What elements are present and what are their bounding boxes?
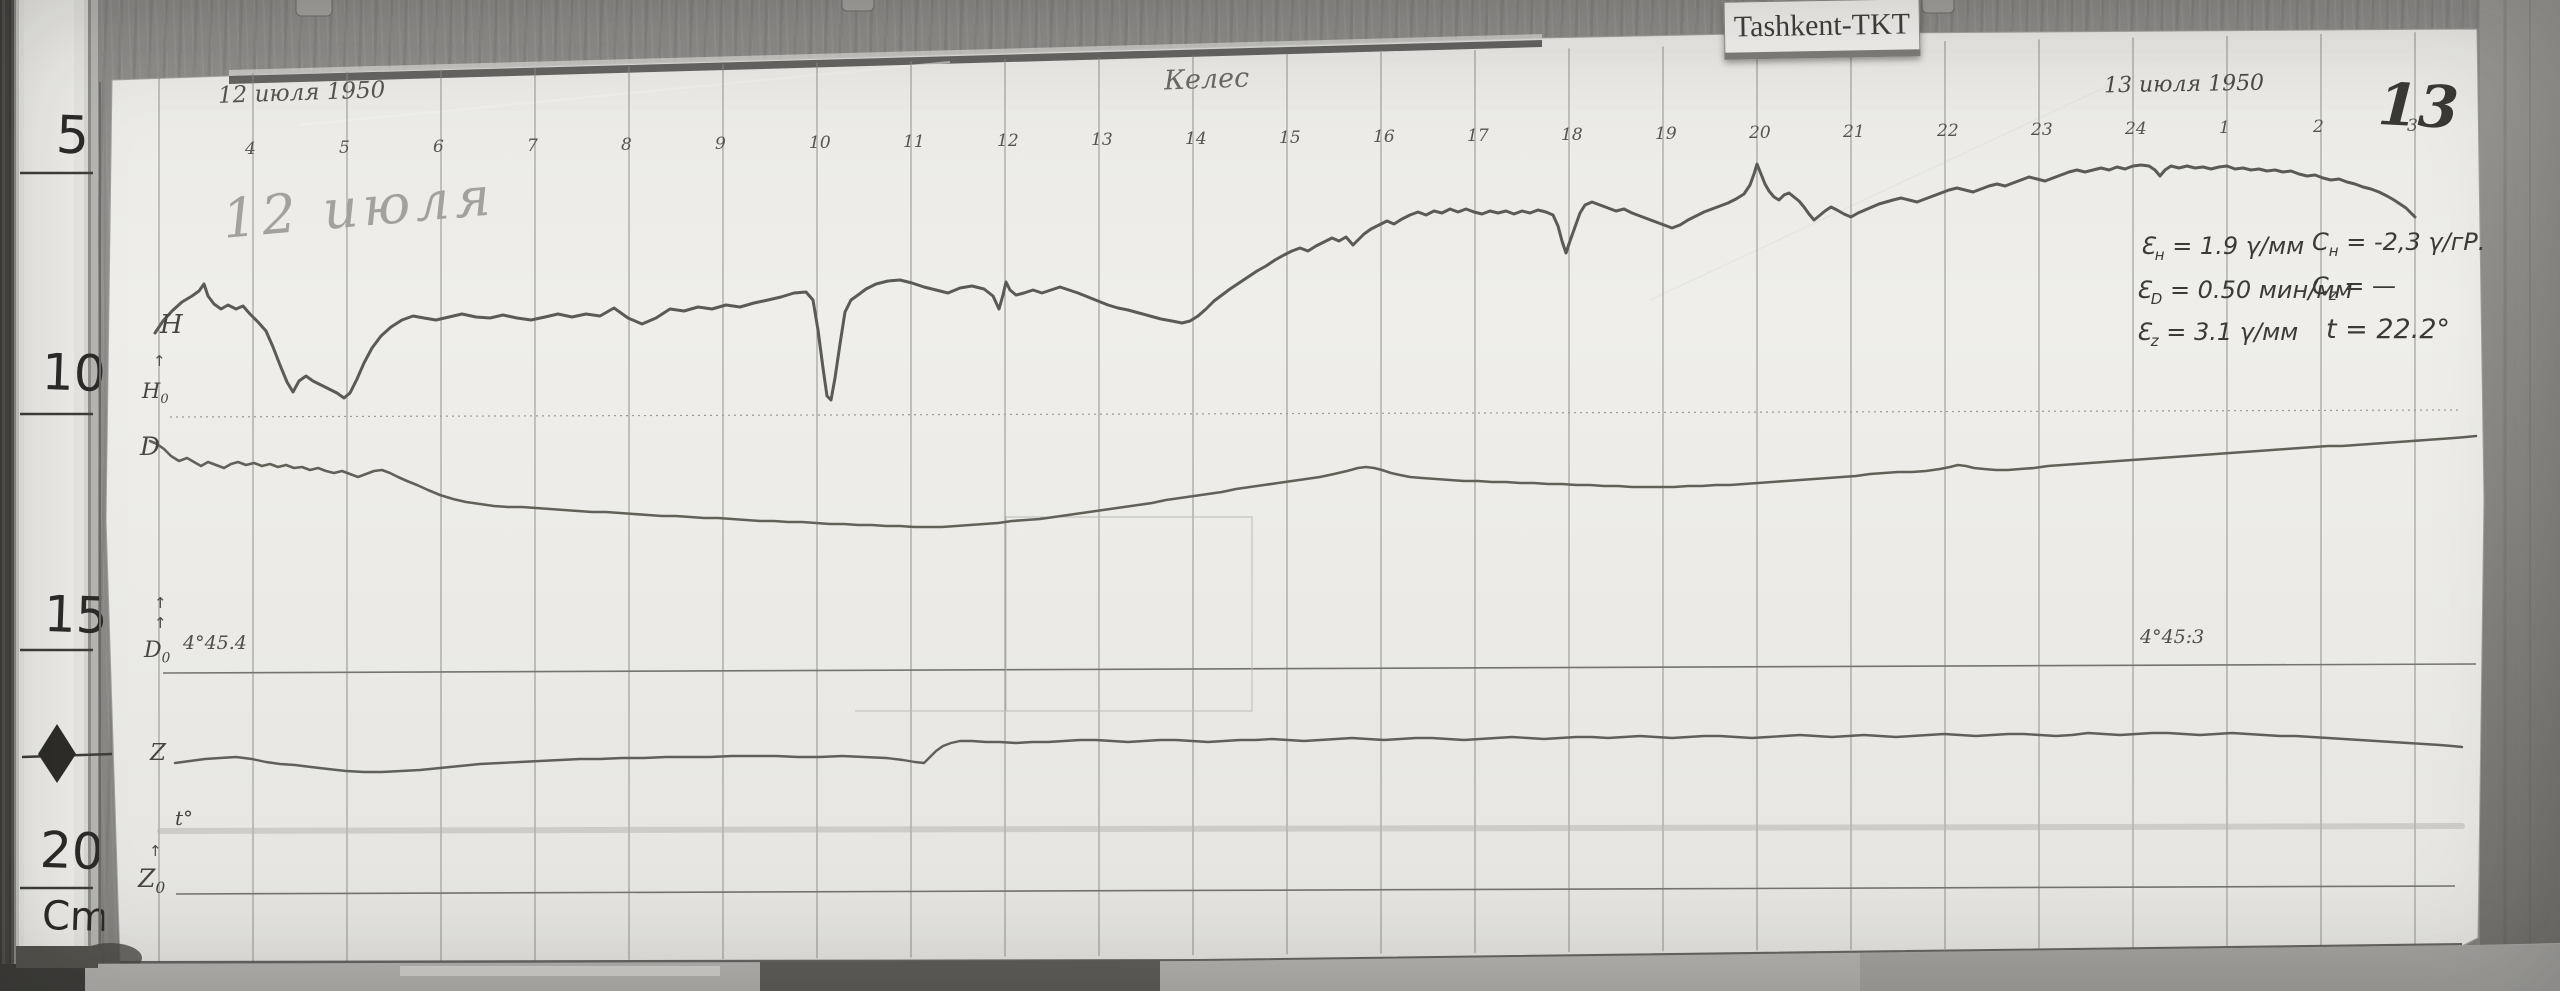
date-annotation-12-july: 12 июля 1950 — [217, 77, 386, 109]
hour-label-21: 21 — [1843, 122, 1865, 143]
paper-top-edge-highlight — [229, 34, 1542, 76]
scale-note-epsD: ƐD = 0.50 мин/мм — [2136, 276, 2353, 308]
hour-grid — [158, 32, 2416, 964]
trace-D — [148, 434, 2478, 529]
up-arrow-mark: ↑ — [154, 594, 167, 612]
declination-value-left: 4°45.4 — [183, 632, 247, 654]
hour-label-23: 23 — [2031, 120, 2053, 141]
faint-marks — [855, 516, 1253, 712]
ruler-marks — [20, 171, 113, 890]
table-edge-dark-left — [0, 964, 85, 991]
trace-label-D: D — [140, 432, 161, 461]
station-label-card: Tashkent-TKT — [1723, 0, 1921, 60]
date-annotation-13-july: 13 июля 1950 — [2103, 70, 2265, 99]
traces — [148, 162, 2478, 834]
table-edge-light-sliver — [400, 966, 720, 976]
trace-Z — [173, 731, 2464, 774]
paper-clip — [295, 0, 333, 17]
hour-label-5: 5 — [339, 138, 350, 158]
paper-crease — [299, 61, 951, 126]
hour-label-4: 4 — [245, 139, 256, 159]
hour-label-16: 16 — [1373, 127, 1395, 148]
ruler-marker-diamond — [38, 724, 76, 783]
hour-label-9: 9 — [715, 134, 726, 155]
scale-note-epsH: Ɛн = 1.9 γ/мм — [2140, 232, 2305, 264]
pencil-date-annotation: 12 июля — [219, 164, 498, 251]
scale-note-CH: Сн = -2,3 γ/гР. — [2312, 228, 2486, 260]
hour-label-20: 20 — [1749, 123, 1771, 144]
paper-clip — [1921, 0, 1955, 14]
trace-label-H0: H0 — [142, 379, 169, 408]
hour-label-6: 6 — [433, 137, 444, 158]
wood-table-left-edge — [0, 0, 16, 991]
ruler-bottom-shadow — [16, 946, 98, 968]
hour-label-18: 18 — [1561, 125, 1583, 146]
trace-T — [157, 823, 2465, 834]
hour-label-13: 13 — [1091, 130, 1113, 151]
baseline-H0 — [169, 409, 2461, 418]
wood-table-right-edge — [2480, 0, 2560, 991]
trace-H — [153, 162, 2417, 402]
station-name-keles: Келес — [1163, 62, 1250, 97]
baseline-D0 — [162, 663, 2477, 674]
paper-top-edge-shadow — [229, 40, 1542, 84]
table-edge-dark-band — [760, 960, 1160, 991]
trace-label-Z: Z — [150, 740, 166, 766]
hour-label-1: 1 — [2219, 118, 2230, 139]
table-edge-shade — [1860, 944, 2560, 991]
trace-label-H: H — [160, 310, 183, 340]
sheet-number: 13 — [2376, 69, 2461, 143]
hour-label-11: 11 — [903, 132, 925, 153]
scale-note-epsZ: Ɛz = 3.1 γ/мм — [2136, 318, 2299, 350]
hour-label-2: 2 — [2313, 117, 2324, 138]
hour-label-8: 8 — [621, 135, 632, 156]
scale-note-CZ: Сz = — — [2312, 272, 2397, 304]
up-arrow-mark: ↑ — [153, 352, 166, 370]
hour-label-15: 15 — [1279, 128, 1301, 149]
hour-label-14: 14 — [1185, 129, 1207, 150]
station-label-text: Tashkent-TKT — [1733, 7, 1911, 44]
hour-label-3: 3 — [2407, 116, 2418, 137]
baseline-Z0 — [175, 885, 2456, 895]
declination-value-right: 4°45:3 — [2140, 626, 2205, 648]
paper-crease — [1649, 84, 2111, 301]
paper-clip — [841, 0, 875, 12]
hour-label-7: 7 — [527, 136, 538, 157]
trace-label-Z0: Z0 — [138, 864, 166, 897]
scale-note-temperature: t = 22.2° — [2326, 314, 2450, 345]
hour-label-17: 17 — [1467, 126, 1489, 147]
faint-box-imprint — [1005, 516, 1253, 712]
cm-ruler: 5 10 15 20 Cm — [14, 0, 110, 974]
trace-label-t°: t° — [175, 806, 194, 830]
hour-label-10: 10 — [809, 133, 831, 154]
hour-label-24: 24 — [2125, 119, 2147, 140]
hour-label-22: 22 — [1937, 121, 1959, 142]
up-arrow-mark: ↑ — [154, 614, 167, 632]
trace-label-D0: D0 — [144, 638, 171, 667]
hour-label-12: 12 — [997, 131, 1019, 152]
up-arrow-mark: ↑ — [149, 842, 162, 860]
baselines — [162, 409, 2477, 895]
hour-label-19: 19 — [1655, 124, 1677, 145]
